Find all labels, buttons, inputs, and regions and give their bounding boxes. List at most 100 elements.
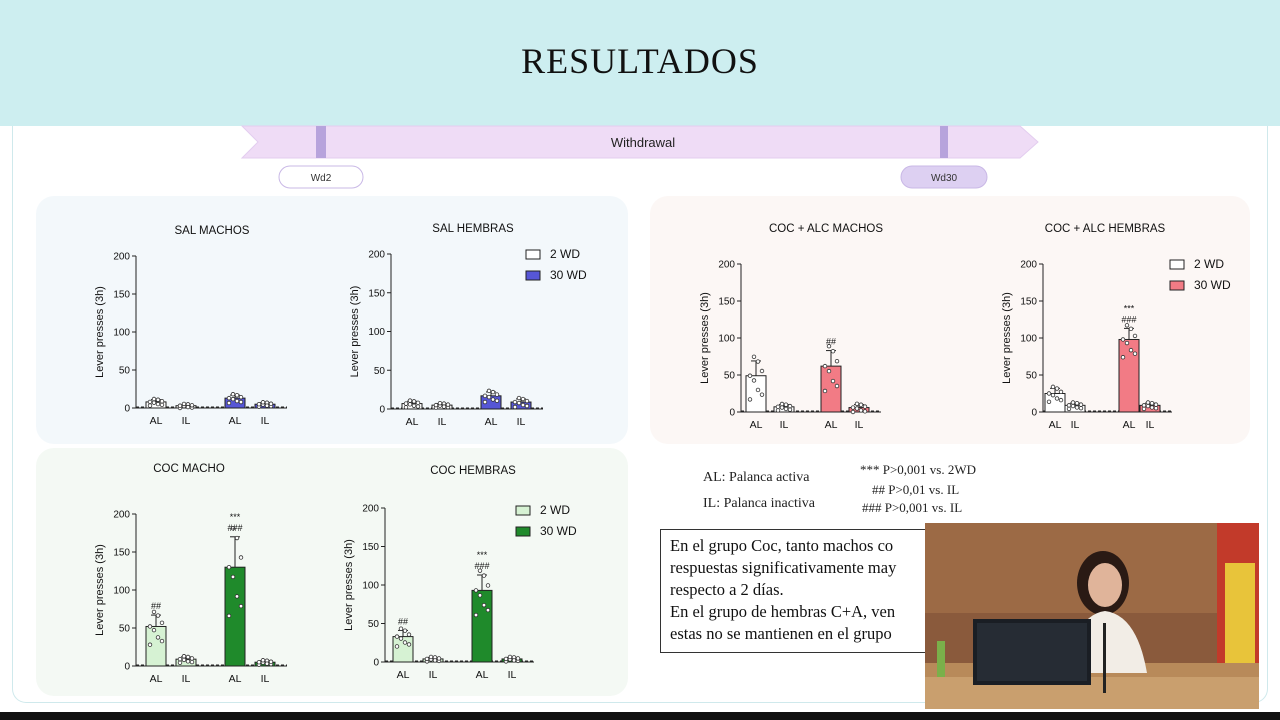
legend-label: 2 WD xyxy=(1194,257,1224,271)
timeline-start-tag xyxy=(278,165,364,189)
data-point xyxy=(189,659,195,665)
chart-title: COC HEMBRAS xyxy=(430,465,516,477)
significance-mark: ### xyxy=(227,523,242,533)
data-point xyxy=(858,408,864,413)
data-point xyxy=(185,659,191,664)
data-point xyxy=(512,399,518,405)
data-point xyxy=(1070,403,1076,409)
x-tick-label: IL xyxy=(508,669,517,681)
data-point xyxy=(482,393,488,399)
x-tick-label: IL xyxy=(1146,419,1155,431)
data-point xyxy=(490,397,496,402)
data-point xyxy=(1050,384,1056,390)
data-point xyxy=(147,399,153,405)
y-axis-label: Lever presses (3h) xyxy=(94,286,106,378)
data-point xyxy=(511,658,517,663)
slide-frame xyxy=(12,126,1268,703)
data-point xyxy=(787,407,793,412)
data-point xyxy=(1078,402,1084,407)
data-point xyxy=(1054,396,1060,401)
data-point xyxy=(415,404,421,409)
bar xyxy=(224,566,246,667)
data-point xyxy=(185,654,191,660)
y-axis-label: Lever presses (3h) xyxy=(1001,292,1013,384)
data-point xyxy=(1153,402,1159,407)
data-point xyxy=(398,636,404,641)
data-point xyxy=(477,568,483,573)
data-point xyxy=(238,603,244,609)
data-point xyxy=(159,402,165,408)
data-point xyxy=(230,574,236,580)
data-point xyxy=(1128,326,1134,332)
data-point xyxy=(1074,401,1080,406)
significance-mark: *** xyxy=(230,512,241,522)
y-axis-label: Lever presses (3h) xyxy=(699,292,711,384)
x-tick-label: IL xyxy=(182,415,191,427)
data-point xyxy=(268,401,274,406)
y-tick-label: 200 xyxy=(718,260,735,271)
y-tick-label: 150 xyxy=(113,548,130,559)
chart-title: COC + ALC HEMBRAS xyxy=(1045,223,1166,235)
data-point xyxy=(155,401,161,407)
data-point xyxy=(516,395,522,401)
data-point xyxy=(1145,403,1151,409)
coc-panel xyxy=(36,448,628,696)
data-point xyxy=(177,656,183,662)
conclusion-line: En el grupo de hembras C+A, ven xyxy=(670,602,896,621)
data-point xyxy=(432,658,438,663)
timeline-arrow xyxy=(240,125,1039,159)
data-point xyxy=(177,403,183,408)
timeline: Withdrawal Wd2 Wd30 xyxy=(240,125,1039,189)
data-point xyxy=(424,656,430,662)
data-point xyxy=(226,564,232,570)
conclusion-box: En el grupo Coc, tanto machos co respues… xyxy=(660,529,962,653)
timeline-end-tag-label: Wd30 xyxy=(931,173,958,184)
data-point xyxy=(234,594,240,599)
data-point xyxy=(155,613,161,618)
y-tick-label: 200 xyxy=(368,250,385,261)
data-point xyxy=(226,613,232,619)
data-point xyxy=(403,401,409,406)
data-point xyxy=(1046,399,1052,404)
chart-sal-machos: SAL MACHOS Lever presses (3h) 0 50 100 150 200… xyxy=(94,225,287,427)
slide-title: RESULTADOS xyxy=(521,41,759,81)
data-point xyxy=(481,573,487,578)
data-point xyxy=(264,403,270,408)
data-point xyxy=(512,404,518,410)
abbr-il: IL: Palanca inactiva xyxy=(703,496,815,511)
y-tick-label: 0 xyxy=(124,404,130,415)
legend-swatch xyxy=(1169,259,1185,270)
y-tick-label: 50 xyxy=(724,371,736,382)
data-point xyxy=(407,398,413,403)
data-point xyxy=(486,394,492,400)
chart-title: SAL MACHOS xyxy=(175,225,250,237)
data-point xyxy=(775,408,781,413)
data-point xyxy=(826,368,832,374)
slide-header xyxy=(0,0,1280,126)
x-tick-label: AL xyxy=(150,673,163,685)
data-point xyxy=(177,660,183,666)
data-point xyxy=(830,378,836,384)
data-point xyxy=(159,638,165,644)
x-tick-label: AL xyxy=(1123,419,1136,431)
data-point xyxy=(151,627,157,633)
data-point xyxy=(834,358,840,364)
data-point xyxy=(783,406,789,412)
data-point xyxy=(181,654,187,659)
timeline-marker-start xyxy=(316,126,326,158)
chart-title: COC + ALC MACHOS xyxy=(769,223,883,235)
bar xyxy=(471,589,493,663)
chart-title: SAL HEMBRAS xyxy=(432,223,514,235)
data-point xyxy=(181,657,187,663)
data-point xyxy=(260,400,266,405)
legend-swatch xyxy=(1169,280,1185,291)
data-point xyxy=(787,403,793,409)
data-point xyxy=(1074,405,1080,410)
data-point xyxy=(834,383,840,389)
data-point xyxy=(1132,333,1138,339)
data-point xyxy=(268,659,274,664)
chart-title: COC MACHO xyxy=(153,463,225,475)
data-point xyxy=(1149,405,1155,410)
data-point xyxy=(151,400,157,405)
y-tick-label: 50 xyxy=(1026,371,1038,382)
